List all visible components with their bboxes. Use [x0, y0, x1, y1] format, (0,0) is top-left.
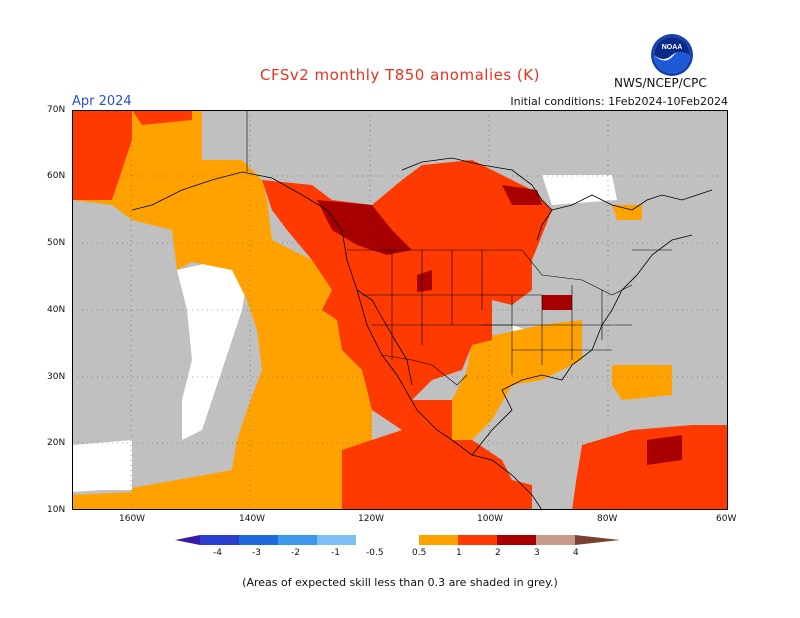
colorbar-swatch-gt4 [575, 535, 620, 545]
noaa-logo: NOAA [651, 34, 693, 76]
neutral-anomaly-area [72, 440, 132, 492]
anomaly-0.5-1-labrador [612, 205, 642, 220]
lon-label-140w: 140W [239, 514, 266, 524]
anomaly-1-2-alaska-north [72, 110, 132, 170]
forecast-month: Apr 2024 [72, 94, 132, 109]
lat-label-70n: 70N [47, 105, 66, 115]
anomaly-1-2-caribbean [572, 425, 728, 510]
lon-label-100w: 100W [477, 514, 504, 524]
gridlines [72, 110, 728, 510]
lat-label-30n: 30N [47, 372, 66, 382]
lat-label-60n: 60N [47, 171, 66, 181]
colorbar-swatch-lt-4 [175, 535, 200, 545]
anomaly-2-3-plains [417, 270, 432, 292]
colorbar-label: -3 [252, 548, 261, 558]
initial-conditions: Initial conditions: 1Feb2024-10Feb2024 [510, 95, 728, 108]
anomaly-1-2-alaska-west [72, 170, 122, 200]
anomaly-0.5-1-atlantic [612, 365, 672, 400]
colorbar-swatch-2-3 [497, 535, 536, 545]
map-title: CFSv2 monthly T850 anomalies (K) [260, 66, 540, 84]
colorbar-swatch-neutral [356, 535, 419, 545]
map-panel [72, 110, 728, 510]
colorbar-swatch-3-4 [536, 535, 575, 545]
political-borders [246, 110, 672, 386]
lon-label-120w: 120W [358, 514, 385, 524]
svg-text:NOAA: NOAA [662, 44, 683, 51]
lat-label-50n: 50N [47, 238, 66, 248]
lat-label-20n: 20N [47, 438, 66, 448]
anomaly-0.5-1-west [72, 110, 372, 510]
lat-label-10n: 10N [47, 505, 66, 515]
colorbar-label: 3 [534, 548, 540, 558]
colorbar-swatch-3-2 [239, 535, 278, 545]
colorbar-swatch-1-05 [317, 535, 356, 545]
colorbar-label: 0.5 [412, 548, 427, 558]
neutral-anomaly-area [72, 260, 247, 490]
neutral-anomaly-area [542, 175, 617, 205]
colorbar-label: -2 [291, 548, 300, 558]
colorbar-label: -0.5 [366, 548, 384, 558]
colorbar-label: 2 [495, 548, 501, 558]
anomaly-2-3-caribbean [647, 435, 682, 465]
lat-label-40n: 40N [47, 305, 66, 315]
lon-label-80w: 80W [597, 514, 618, 524]
anomaly-2-3-midwest [542, 295, 572, 310]
agency-label: NWS/NCEP/CPC [614, 76, 707, 90]
colorbar-label: 4 [573, 548, 579, 558]
colorbar-label: -4 [213, 548, 222, 558]
anomaly-2-3-hudson [502, 185, 542, 205]
anomaly-1-2-mexico-pacific [342, 400, 532, 510]
lon-label-60w: 60W [716, 514, 737, 524]
lon-label-160w: 160W [119, 514, 146, 524]
colorbar-swatch-1-2 [458, 535, 497, 545]
colorbar-swatch-4-3 [200, 535, 239, 545]
colorbar [175, 535, 620, 545]
colorbar-label: 1 [456, 548, 462, 558]
colorbar-swatch-05-1 [419, 535, 458, 545]
skill-note: (Areas of expected skill less than 0.3 a… [242, 576, 558, 589]
map-frame [72, 110, 728, 510]
colorbar-label: -1 [331, 548, 340, 558]
anomaly-1-2-arctic [132, 110, 192, 125]
anomaly-2-3-canada [317, 200, 412, 255]
colorbar-swatch-2-1 [278, 535, 317, 545]
